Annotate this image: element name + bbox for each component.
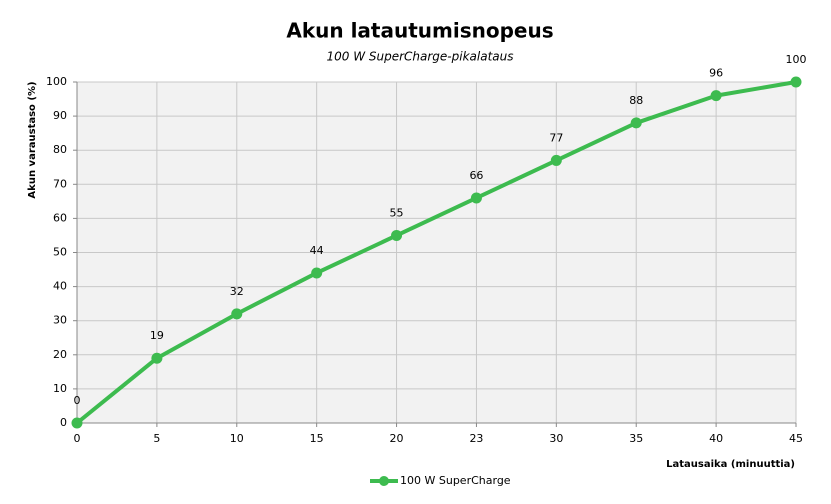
- y-tick-label: 0: [60, 416, 67, 429]
- chart-title: Akun latautumisnopeus: [286, 19, 553, 43]
- y-tick-label: 30: [53, 314, 67, 327]
- data-point: [550, 154, 562, 166]
- data-point: [391, 229, 403, 241]
- data-label: 0: [74, 394, 81, 407]
- data-label: 100: [786, 53, 807, 66]
- x-tick-label: 20: [390, 432, 404, 445]
- x-tick-label: 45: [789, 432, 803, 445]
- series-line: [75, 80, 797, 425]
- data-point: [710, 90, 722, 102]
- y-tick-label: 100: [46, 75, 67, 88]
- y-tick-label: 60: [53, 211, 67, 224]
- data-label: 19: [150, 329, 164, 342]
- data-label: 66: [469, 169, 483, 182]
- x-axis-title: Latausaika (minuuttia): [666, 459, 795, 470]
- y-tick-label: 70: [53, 177, 67, 190]
- data-label: 88: [629, 94, 643, 107]
- data-point: [630, 117, 642, 129]
- y-axis-title: Akun varaustaso (%): [27, 81, 38, 198]
- x-tick-label: 35: [629, 432, 643, 445]
- x-tick-label: 30: [549, 432, 563, 445]
- x-tick-label: 10: [230, 432, 244, 445]
- y-tick-label: 90: [53, 109, 67, 122]
- x-tick-label: 5: [153, 432, 160, 445]
- x-tick-label: 0: [74, 432, 81, 445]
- data-point: [470, 192, 482, 204]
- legend-marker: [379, 476, 389, 486]
- x-tick-label: 23: [469, 432, 483, 445]
- y-tick-label: 20: [53, 348, 67, 361]
- x-tick-label: 40: [709, 432, 723, 445]
- data-point: [71, 417, 83, 429]
- data-label: 96: [709, 67, 723, 80]
- data-label: 32: [230, 285, 244, 298]
- y-tick-label: 80: [53, 143, 67, 156]
- data-point: [790, 76, 802, 88]
- data-point: [151, 352, 163, 364]
- data-label: 44: [310, 244, 324, 257]
- data-point: [231, 308, 243, 320]
- data-point: [311, 267, 323, 279]
- x-tick-label: 15: [310, 432, 324, 445]
- data-label: 77: [549, 131, 563, 144]
- y-tick-label: 50: [53, 246, 67, 259]
- chart-subtitle: 100 W SuperCharge-pikalataus: [326, 50, 513, 64]
- data-label: 55: [390, 206, 404, 219]
- legend-label: 100 W SuperCharge: [400, 474, 511, 487]
- y-tick-label: 10: [53, 382, 67, 395]
- y-tick-label: 40: [53, 280, 67, 293]
